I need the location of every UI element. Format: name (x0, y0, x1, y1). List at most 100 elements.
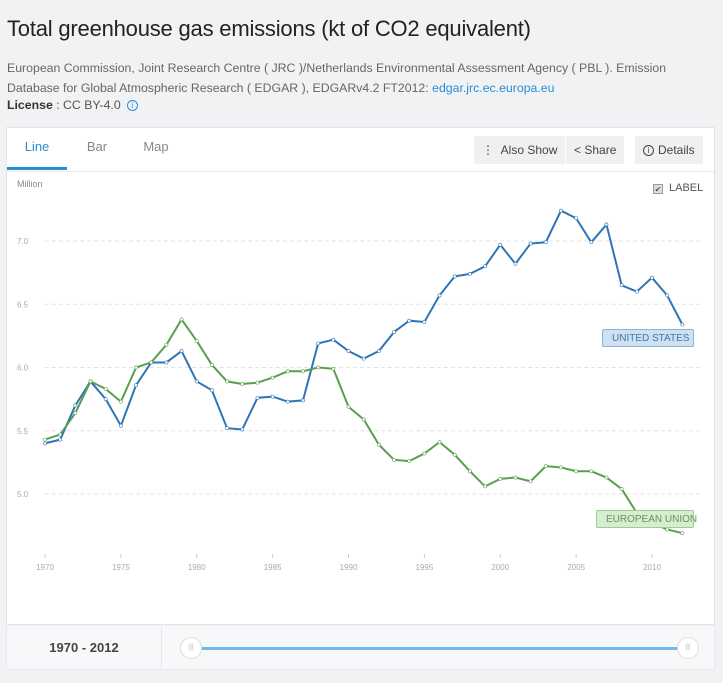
details-label: Details (658, 143, 695, 157)
page-title: Total greenhouse gas emissions (kt of CO… (7, 16, 531, 41)
data-point (498, 476, 503, 481)
data-point (361, 356, 366, 361)
divider (7, 171, 714, 172)
source-text: European Commission, Joint Research Cent… (7, 61, 667, 95)
x-tick-label: 2005 (567, 563, 585, 572)
range-start-handle[interactable]: ||| (180, 637, 202, 659)
data-point (604, 475, 609, 480)
label-checkbox-text: LABEL (669, 182, 704, 194)
data-point (437, 440, 442, 445)
data-point (73, 411, 78, 415)
x-tick-label: 1990 (340, 563, 358, 572)
x-tick-label: 1970 (36, 563, 54, 572)
data-point (543, 240, 548, 245)
data-point (680, 322, 685, 327)
tab-map[interactable]: Map (143, 139, 169, 154)
data-point (270, 375, 275, 380)
chart-card: Line Bar Map ⋮ Also Show < Share i Detail… (6, 127, 715, 625)
data-point (103, 397, 108, 402)
data-point (240, 427, 245, 432)
data-point (118, 399, 123, 404)
data-point (422, 451, 427, 456)
data-point (331, 337, 336, 342)
series-line-us (44, 209, 684, 445)
data-point (528, 241, 533, 246)
data-point (528, 479, 533, 484)
data-point (134, 365, 138, 370)
data-point (376, 349, 381, 353)
x-tick-label: 1995 (415, 563, 433, 572)
data-point (179, 349, 184, 353)
license: License : CC BY-4.0 i (7, 98, 138, 112)
share-icon: < (574, 143, 582, 157)
data-point (574, 216, 579, 221)
data-point (134, 383, 138, 388)
data-point (164, 360, 169, 365)
data-point (285, 369, 290, 374)
label-checkbox[interactable]: ✔ LABEL (653, 182, 703, 194)
data-point (680, 531, 685, 536)
data-point (240, 382, 245, 386)
data-point (194, 379, 199, 384)
data-point (301, 398, 305, 403)
tab-line[interactable]: Line (7, 128, 67, 170)
data-point (574, 469, 579, 474)
data-point (270, 394, 275, 399)
also-show-button[interactable]: ⋮ Also Show (474, 136, 566, 164)
x-tick-label: 2000 (491, 563, 509, 572)
data-point (467, 469, 472, 474)
data-point (392, 330, 396, 334)
license-value: : CC BY-4.0 (52, 98, 121, 112)
tab-bar[interactable]: Bar (86, 139, 108, 154)
data-point (58, 432, 63, 437)
data-point (604, 222, 609, 227)
data-point (513, 475, 518, 480)
data-point (285, 399, 290, 404)
data-point (316, 365, 321, 370)
x-tick-label: 1985 (264, 563, 282, 572)
series-line-eu (44, 317, 683, 535)
source-link[interactable]: edgar.jrc.ec.europa.eu (432, 81, 555, 95)
data-point (118, 423, 123, 428)
data-point (346, 404, 351, 409)
data-point (452, 274, 457, 279)
data-point (559, 208, 563, 213)
data-point (316, 341, 321, 346)
y-axis-unit: Million (17, 179, 43, 189)
data-point (73, 403, 78, 408)
data-point (194, 339, 199, 343)
more-vertical-icon: ⋮ (482, 143, 494, 157)
license-label: License (7, 98, 53, 112)
data-point (361, 417, 366, 422)
data-point (346, 349, 351, 353)
details-button[interactable]: i Details (635, 136, 703, 164)
data-point (543, 464, 548, 469)
data-point (589, 469, 594, 474)
data-point (179, 317, 184, 322)
data-point (619, 487, 624, 491)
y-tick-label: 6.5 (17, 300, 29, 309)
data-point (149, 360, 154, 365)
data-point (43, 441, 47, 446)
time-range-bar: 1970 - 2012 ||| ||| (6, 626, 715, 670)
data-point (422, 320, 427, 324)
also-show-label: Also Show (500, 143, 558, 157)
data-point (452, 452, 457, 457)
range-end-handle[interactable]: ||| (677, 637, 699, 659)
data-point (589, 240, 594, 245)
line-chart: 5.0 5.5 6.0 6.5 7.0 1970 1975 1980 1985 1990 1995 2… (17, 208, 702, 572)
data-point (210, 363, 214, 367)
data-point (650, 275, 654, 280)
data-point (559, 465, 563, 470)
data-point (665, 527, 670, 532)
data-point (619, 283, 624, 288)
data-point (225, 426, 230, 431)
data-point (255, 380, 260, 385)
share-button[interactable]: < Share (566, 136, 625, 164)
info-icon[interactable]: i (126, 100, 138, 112)
data-point (483, 484, 487, 489)
range-slider-track[interactable] (195, 647, 689, 650)
data-point (225, 379, 230, 384)
data-point (88, 379, 93, 384)
range-text: 1970 - 2012 (7, 626, 162, 670)
